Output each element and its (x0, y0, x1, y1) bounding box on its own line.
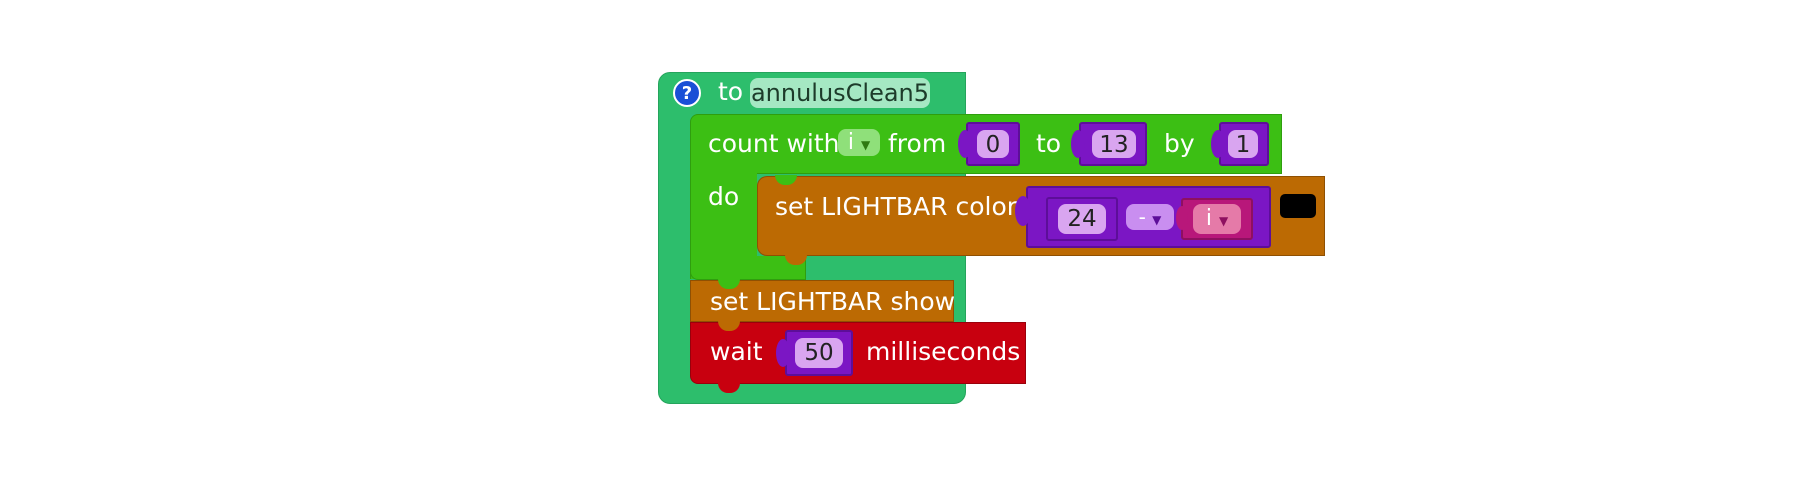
wait-slot-connector (776, 339, 790, 367)
procedure-name-field[interactable]: annulusClean5 (750, 78, 930, 108)
set-lightbar-color-label: set LIGHTBAR color (775, 192, 1018, 221)
procedure-keyword: to (718, 77, 744, 106)
by-label: by (1164, 129, 1195, 158)
from-value[interactable]: 0 (977, 130, 1009, 158)
help-icon[interactable]: ? (673, 79, 701, 107)
right-operand-variable-name: i (1205, 206, 1212, 231)
color-swatch[interactable] (1280, 194, 1316, 218)
chevron-down-icon: ▼ (1152, 213, 1162, 227)
to-slot-connector (1071, 130, 1085, 158)
chevron-down-icon: ▼ (1218, 214, 1229, 228)
from-slot-connector (958, 130, 972, 158)
wait-top-notch (718, 321, 740, 331)
wait-bottom-tab (718, 383, 740, 393)
set-color-top-notch (775, 175, 797, 185)
wait-block[interactable] (690, 322, 1026, 384)
operator-symbol: - (1138, 205, 1146, 229)
by-value[interactable]: 1 (1228, 130, 1258, 158)
loop-variable-name: i (847, 130, 854, 155)
do-label: do (708, 182, 740, 211)
from-label: from (888, 129, 947, 158)
to-value[interactable]: 13 (1092, 130, 1136, 158)
by-slot-connector (1211, 130, 1225, 158)
left-operand-value[interactable]: 24 (1058, 204, 1106, 234)
set-show-top-notch (718, 279, 740, 289)
set-color-bottom-tab (785, 255, 807, 265)
right-operand-connector (1176, 206, 1188, 230)
wait-unit-label: milliseconds (866, 337, 1021, 366)
chevron-down-icon: ▼ (860, 138, 871, 152)
loop-variable-dropdown[interactable]: i ▼ (838, 129, 880, 156)
right-operand-variable-dropdown[interactable]: i ▼ (1193, 204, 1241, 234)
wait-label: wait (710, 337, 763, 366)
subtract-expression-connector (1015, 196, 1031, 226)
wait-value[interactable]: 50 (795, 338, 843, 368)
operator-dropdown[interactable]: - ▼ (1126, 204, 1174, 230)
set-lightbar-show-label: set LIGHTBAR show (710, 287, 956, 316)
to-label: to (1036, 129, 1062, 158)
count-with-label: count with (708, 129, 840, 158)
